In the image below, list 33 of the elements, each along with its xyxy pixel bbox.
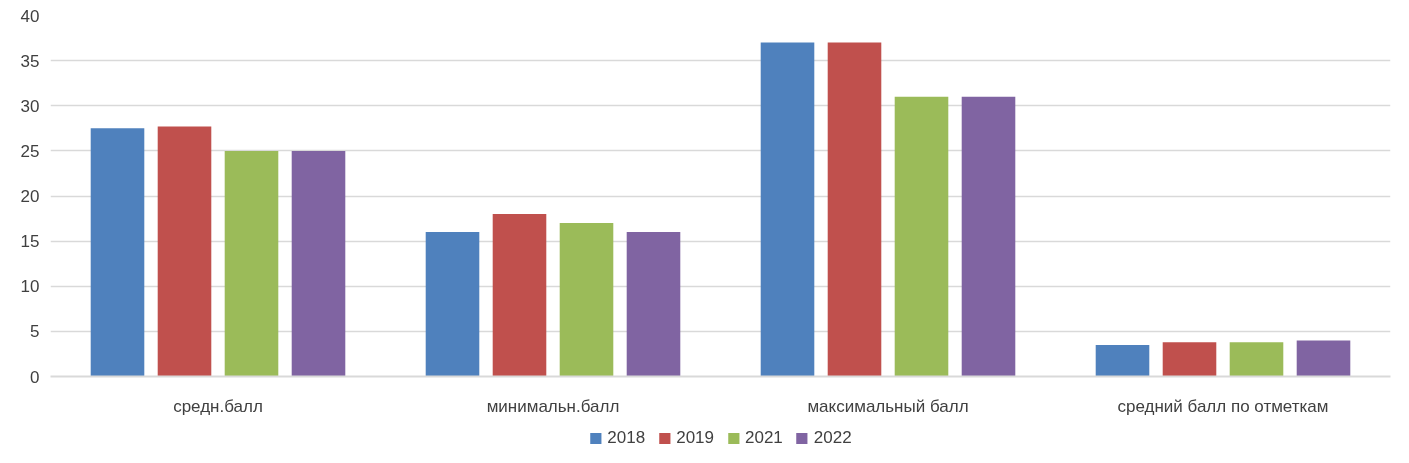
bar <box>1296 340 1351 377</box>
bar <box>827 42 882 377</box>
bar <box>492 214 547 377</box>
bar <box>961 96 1016 377</box>
x-tick-label: средн.балл <box>173 396 263 416</box>
legend-label: 2019 <box>676 428 714 448</box>
legend-label: 2021 <box>745 428 783 448</box>
bar <box>224 150 279 377</box>
x-tick-label: максимальный балл <box>807 396 969 416</box>
bar <box>626 232 681 377</box>
y-tick-label: 40 <box>20 6 40 26</box>
bar <box>559 223 614 377</box>
bar <box>1162 342 1217 377</box>
bar <box>90 128 145 377</box>
y-tick-label: 0 <box>30 367 40 387</box>
bar <box>894 96 949 377</box>
y-tick-label: 5 <box>30 322 40 342</box>
y-tick-label: 30 <box>20 96 40 116</box>
x-tick-label: минимальн.балл <box>486 396 620 416</box>
y-tick-label: 10 <box>20 277 40 297</box>
y-tick-label: 25 <box>20 141 40 161</box>
bar <box>291 150 346 377</box>
bar <box>760 42 815 377</box>
bar <box>1095 344 1150 377</box>
legend-label: 2018 <box>607 428 646 448</box>
y-tick-label: 15 <box>20 232 40 252</box>
legend-label: 2022 <box>813 428 852 448</box>
x-tick-label: средний балл по отметкам <box>1117 396 1329 416</box>
bar <box>157 126 212 377</box>
bar <box>1229 342 1284 377</box>
y-tick-label: 35 <box>20 51 40 71</box>
y-tick-label: 20 <box>20 187 40 206</box>
bar <box>425 232 480 377</box>
